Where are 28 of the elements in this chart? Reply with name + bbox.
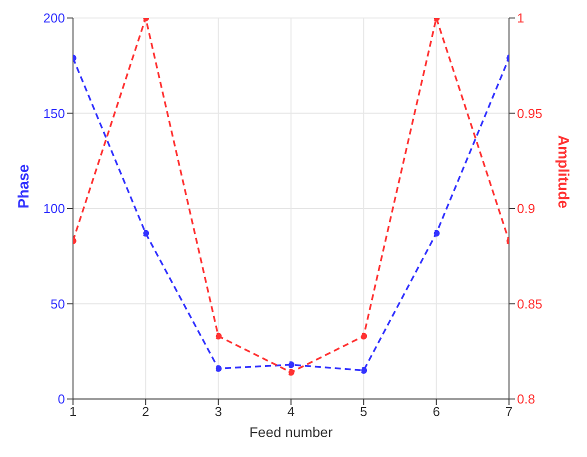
y2-tick-label: 0.95	[517, 106, 542, 121]
y-axis-title: Phase	[15, 164, 32, 208]
y2-tick-label: 0.8	[517, 392, 536, 407]
x-tick-label: 4	[287, 404, 295, 420]
y2-tick-label: 1	[517, 10, 524, 26]
x-tick-label: 5	[360, 404, 368, 420]
point	[288, 368, 294, 376]
x-axis-title: Feed number	[249, 424, 333, 440]
x-tick-label: 7	[505, 404, 513, 420]
y2-axis-title: Amplitude	[554, 135, 572, 208]
y2-tick-label: 0.9	[517, 201, 536, 216]
x-tick-label: 3	[214, 404, 222, 420]
y2-tick-label: 0.85	[517, 296, 542, 312]
x-tick-label: 1	[69, 404, 77, 420]
point	[432, 230, 440, 237]
y-tick-label: 150	[43, 106, 65, 121]
y-tick-label: 200	[43, 10, 65, 26]
y-tick-label: 100	[43, 201, 65, 216]
point	[214, 332, 222, 340]
y-tick-label: 0	[58, 392, 65, 407]
point	[360, 367, 368, 374]
point	[360, 332, 368, 340]
y-tick-label: 50	[50, 296, 65, 312]
x-tick-label: 6	[432, 404, 440, 420]
x-tick-label: 2	[142, 404, 150, 420]
point	[142, 230, 150, 237]
point	[214, 365, 222, 372]
point	[288, 361, 294, 368]
